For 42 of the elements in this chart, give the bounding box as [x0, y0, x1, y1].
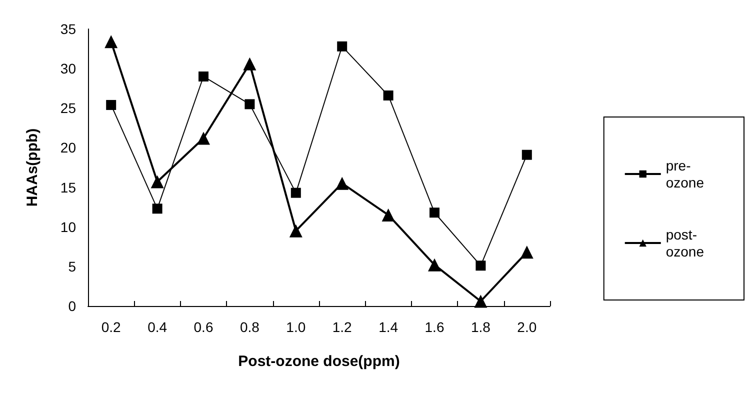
x-tick-label: 1.0	[286, 319, 306, 335]
point	[197, 132, 210, 145]
x-tick-label: 1.4	[378, 319, 398, 335]
point	[474, 294, 488, 308]
y-tick-label: 0	[68, 298, 76, 314]
point	[290, 188, 301, 198]
y-tick-label: 10	[60, 218, 76, 235]
x-tick-label: 0.6	[194, 319, 214, 335]
x-axis-title: Post-ozone dose(ppm)	[238, 353, 400, 370]
x-tick-label: 0.4	[148, 319, 168, 335]
x-tick-label: 0.2	[101, 319, 122, 335]
x-tick-label: 1.2	[332, 319, 352, 335]
y-tick-label: 35	[60, 21, 76, 37]
x-tick-label: 2.0	[517, 319, 537, 335]
x-tick-label: 0.8	[240, 319, 260, 335]
legend-label: pre-ozone	[666, 158, 704, 190]
y-tick-label: 30	[60, 60, 76, 77]
point	[244, 99, 255, 110]
point	[336, 176, 349, 190]
point	[520, 246, 534, 259]
y-tick-label: 5	[68, 258, 76, 274]
point	[522, 150, 532, 160]
point	[150, 175, 164, 188]
legend-label: post-ozone	[666, 226, 704, 260]
point	[476, 260, 486, 271]
y-axis-title: HAAs(ppb)	[24, 128, 41, 207]
y-tick-label: 15	[60, 179, 76, 196]
point	[198, 71, 208, 82]
point	[289, 224, 302, 238]
x-tick-label: 1.8	[470, 319, 491, 335]
point	[382, 208, 395, 222]
point	[337, 41, 348, 52]
x-tick-label: 1.6	[424, 319, 444, 335]
y-tick-label: 20	[60, 140, 76, 156]
point	[430, 208, 440, 218]
point	[152, 204, 162, 214]
point	[383, 90, 394, 100]
point	[243, 57, 256, 70]
point	[106, 100, 116, 110]
point	[104, 35, 118, 48]
point	[428, 258, 441, 272]
y-tick-label: 25	[60, 100, 76, 116]
